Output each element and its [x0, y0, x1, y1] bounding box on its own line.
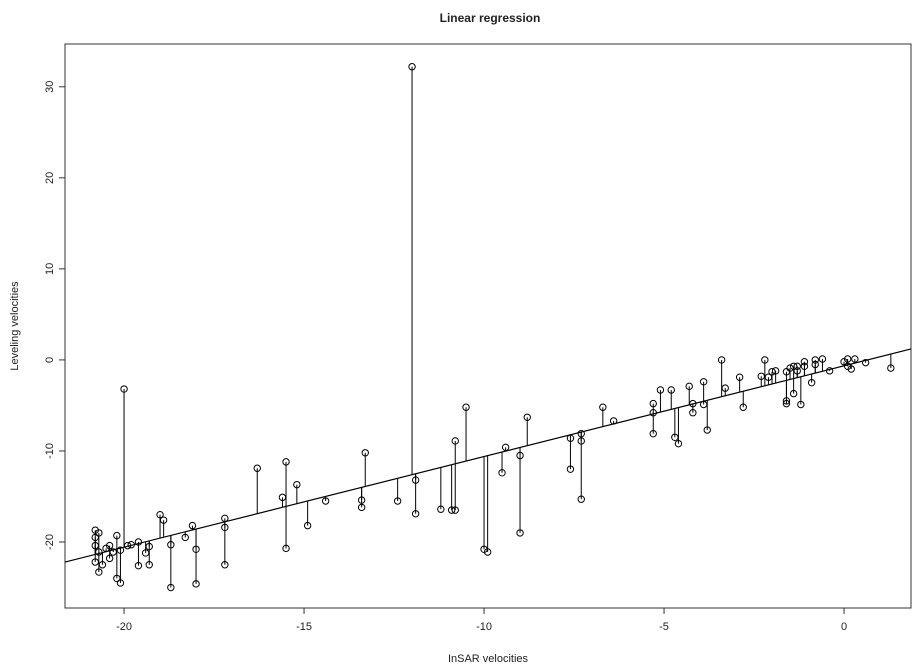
point [689, 409, 697, 417]
point [516, 529, 524, 537]
point [134, 561, 143, 570]
point [847, 365, 855, 373]
point [188, 521, 197, 530]
y-tick-label: 20 [44, 172, 56, 184]
point [95, 568, 103, 576]
y-tick-label: -20 [44, 534, 56, 550]
point [674, 439, 683, 448]
point [116, 579, 125, 587]
point [566, 434, 575, 442]
point [609, 417, 618, 425]
chart-title: Linear regression [440, 11, 541, 25]
point [393, 497, 402, 505]
point [649, 429, 657, 438]
point [703, 426, 711, 434]
point [656, 386, 665, 394]
point [771, 367, 780, 375]
point [167, 583, 175, 592]
x-tick-label: -20 [116, 621, 132, 633]
point [825, 367, 834, 375]
point [800, 358, 809, 366]
point [717, 356, 726, 364]
point [566, 465, 575, 473]
point [649, 399, 657, 408]
y-axis-label: Leveling velocities [9, 281, 21, 371]
point [120, 385, 128, 393]
point [411, 510, 420, 518]
point [282, 458, 290, 466]
x-tick-label: -5 [659, 621, 669, 633]
point [761, 356, 769, 364]
y-tick-label: 30 [44, 81, 56, 93]
point [811, 356, 819, 364]
point [887, 364, 895, 372]
point [649, 409, 657, 417]
point [95, 529, 103, 537]
point [321, 497, 330, 505]
point [127, 541, 135, 549]
point [408, 63, 416, 71]
point [843, 355, 852, 363]
x-tick-label: -15 [296, 621, 312, 633]
y-tick-label: -10 [44, 443, 56, 459]
point [667, 386, 675, 394]
point [721, 384, 729, 392]
point [800, 362, 809, 370]
point [577, 495, 585, 503]
point [451, 506, 459, 514]
point [818, 355, 827, 363]
x-axis-label: InSAR velocities [448, 653, 529, 665]
plot-frame [64, 43, 912, 609]
regression-line [64, 348, 912, 563]
point [181, 533, 189, 542]
point [501, 443, 510, 452]
point [739, 403, 747, 411]
point [98, 561, 107, 569]
point [156, 510, 164, 519]
x-tick-label: -10 [476, 621, 492, 633]
y-tick-label: 10 [44, 263, 56, 275]
point [797, 400, 805, 409]
point [105, 554, 114, 563]
point [523, 413, 531, 421]
point [789, 389, 798, 398]
point [793, 362, 801, 370]
point [811, 360, 819, 369]
point [498, 469, 506, 477]
y-tick-label: 0 [44, 357, 56, 363]
point [95, 548, 103, 556]
point [145, 561, 153, 569]
point [782, 397, 791, 405]
point [221, 514, 229, 523]
point [807, 378, 816, 387]
point [105, 541, 114, 550]
point [282, 544, 290, 553]
point [123, 541, 132, 550]
point [253, 464, 261, 472]
point [113, 531, 121, 540]
point [735, 373, 744, 381]
point [462, 403, 470, 411]
point [303, 521, 312, 530]
point [451, 437, 459, 445]
point [192, 580, 200, 588]
point [699, 378, 708, 386]
point [437, 505, 445, 513]
point [159, 516, 168, 524]
point [851, 355, 859, 363]
point [293, 480, 301, 489]
point [221, 561, 229, 569]
point [861, 358, 870, 367]
point [685, 382, 693, 391]
point [357, 503, 366, 512]
point [361, 449, 369, 457]
x-tick-label: 0 [841, 621, 847, 633]
point [483, 548, 492, 556]
point [599, 403, 607, 411]
